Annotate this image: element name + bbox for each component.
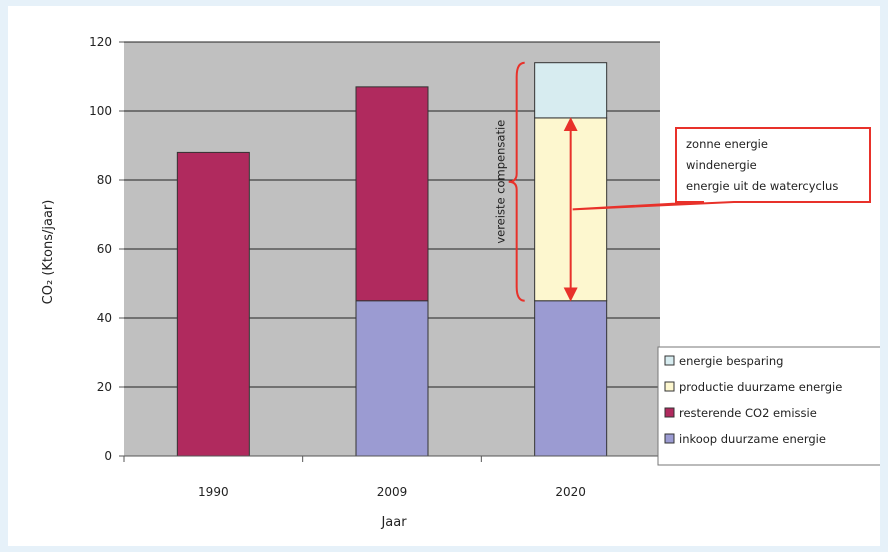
bracket-label: vereiste compensatie: [494, 120, 508, 244]
y-tick-label: 120: [89, 35, 112, 49]
legend-swatch: [664, 355, 675, 366]
bar-segment: [534, 300, 608, 457]
co2-stacked-bar-chart: 0 20 40 60 80 100 120 1990 2009 2020 CO₂ (Ktons/…: [41, 35, 880, 530]
y-tick-label: 20: [97, 380, 112, 394]
annotations: vereiste compensatie zonne energie winde…: [494, 61, 871, 302]
legend-label: inkoop duurzame energie: [679, 432, 826, 446]
bar-segment: [355, 300, 429, 457]
y-tick-label: 40: [97, 311, 112, 325]
legend-label: resterende CO2 emissie: [679, 406, 817, 420]
compensation-bracket: [508, 61, 525, 302]
x-axis-ticks: 1990 2009 2020: [123, 456, 661, 499]
x-axis-title: Jaar: [380, 515, 407, 530]
bar-segment: [534, 62, 608, 119]
legend-swatch: [664, 407, 675, 418]
legend-label: productie duurzame energie: [679, 380, 842, 394]
legend-label: energie besparing: [679, 354, 783, 368]
callout-line-3: energie uit de watercyclus: [686, 179, 838, 193]
x-tick-label: 2020: [555, 485, 586, 499]
y-tick-label: 80: [97, 173, 112, 187]
x-tick-label: 2009: [377, 485, 408, 499]
bar-segment: [355, 86, 429, 302]
legend-swatch: [664, 381, 675, 392]
callout-line-1: zonne energie: [686, 137, 768, 151]
y-tick-label: 0: [104, 449, 112, 463]
legend-box: [657, 346, 880, 466]
chart-frame: 0 20 40 60 80 100 120 1990 2009 2020 CO₂ (Ktons/…: [8, 6, 880, 546]
bar-segment: [176, 151, 250, 457]
y-tick-label: 100: [89, 104, 112, 118]
y-axis-title: CO₂ (Ktons/jaar): [41, 200, 56, 305]
x-tick-label: 1990: [198, 485, 229, 499]
y-axis-ticks: 0 20 40 60 80 100 120: [89, 35, 124, 463]
legend-swatch: [664, 433, 675, 444]
legend: energie besparing productie duurzame ener…: [657, 346, 880, 466]
callout-box: [572, 127, 871, 211]
callout-line-2: windenergie: [686, 158, 757, 172]
y-tick-label: 60: [97, 242, 112, 256]
